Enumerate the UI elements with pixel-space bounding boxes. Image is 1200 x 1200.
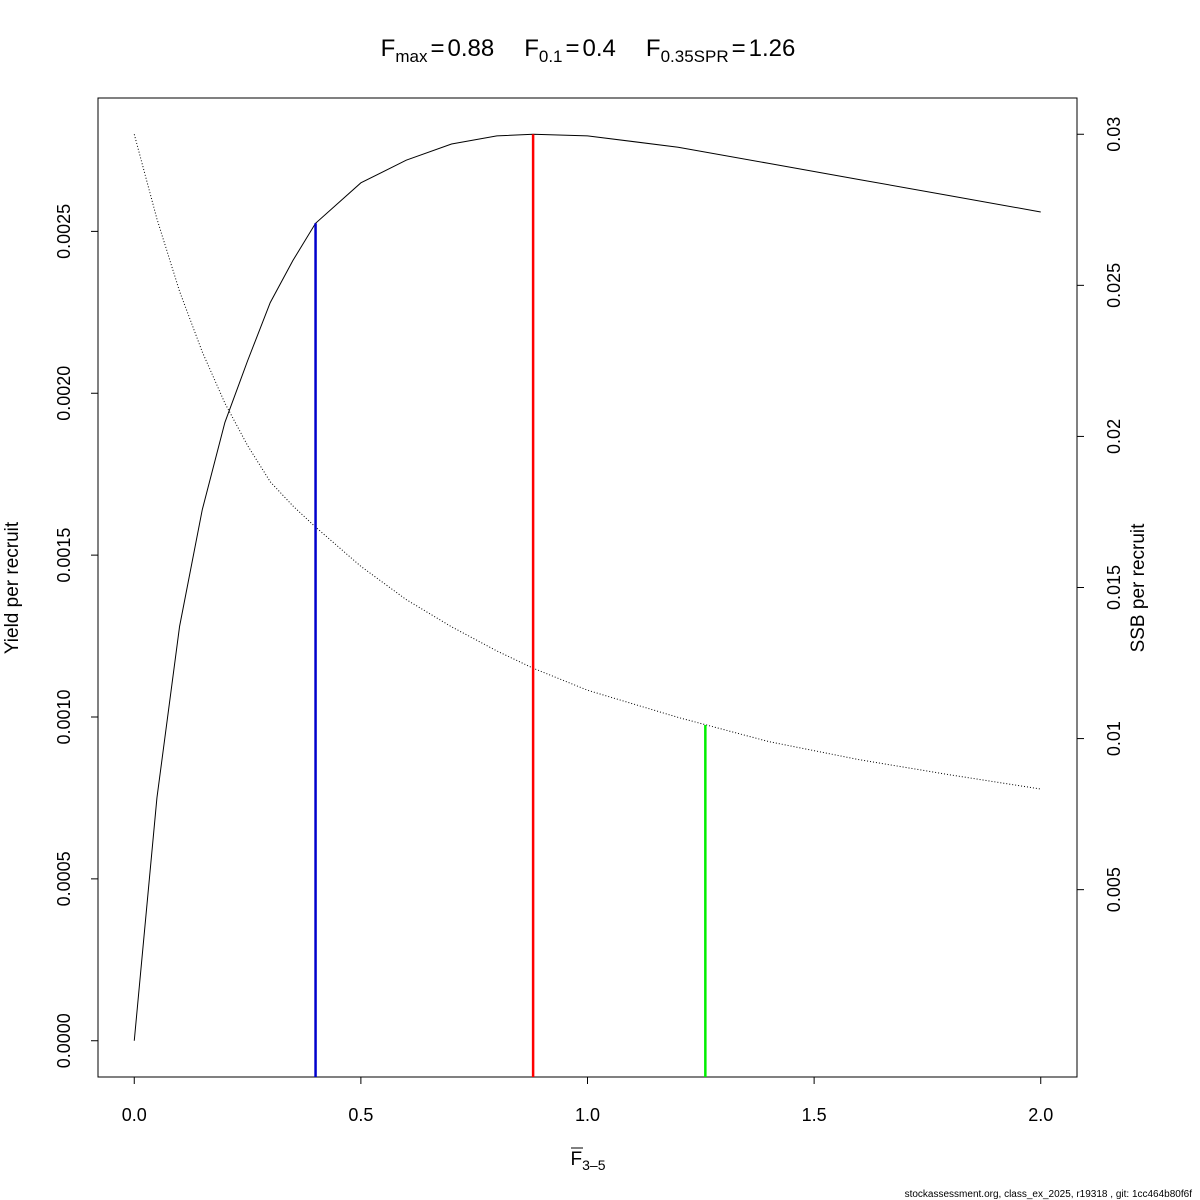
y-tick-label: 0.0000	[54, 1013, 74, 1068]
plot-frame	[97, 97, 1078, 1078]
x-label-symbol: F	[571, 1149, 583, 1170]
x-label-subscript: 3–5	[582, 1157, 606, 1173]
chart-title: Fmax = 0.88 F0.1 = 0.4 F0.35SPR = 1.26	[381, 35, 796, 66]
y-tick-label: 0.0020	[54, 366, 74, 421]
title-symbol: F	[646, 35, 661, 62]
x-tick-label: 0.5	[348, 1105, 373, 1125]
title-symbol: F	[381, 35, 396, 62]
y2-axis-label: SSB per recruit	[1128, 523, 1149, 653]
y-axis-label: Yield per recruit	[2, 521, 23, 654]
series-line	[133, 133, 1041, 1041]
y2-tick-label: 0.025	[1104, 263, 1124, 308]
title-subscript: 0.1	[539, 47, 563, 66]
footer: stockassessment.org, class_ex_2025, r193…	[905, 1189, 1193, 1200]
title-subscript: max	[395, 47, 428, 66]
y2-tick-label: 0.015	[1104, 565, 1124, 610]
y-tick-label: 0.0010	[54, 689, 74, 744]
title-value: 0.88	[447, 35, 494, 62]
title-value: 0.4	[583, 35, 616, 62]
y-tick-label: 0.0015	[54, 528, 74, 583]
y-tick-label: 0.0025	[54, 204, 74, 259]
y-tick-label: 0.0005	[54, 851, 74, 906]
y2-tick-label: 0.02	[1104, 419, 1124, 454]
y2-tick-label: 0.005	[1104, 867, 1124, 912]
y2-tick-label: 0.03	[1104, 117, 1124, 152]
title-sign: =	[566, 35, 580, 62]
series-line	[133, 134, 1041, 790]
title-sign: =	[430, 35, 444, 62]
x-axis-label: F3–5	[571, 1149, 606, 1173]
title-subscript: 0.35SPR	[661, 47, 729, 66]
title-symbol: F	[524, 35, 539, 62]
y2-tick-label: 0.01	[1104, 721, 1124, 756]
title-value: 1.26	[749, 35, 796, 62]
x-tick-label: 1.0	[575, 1105, 600, 1125]
title-sign: =	[732, 35, 746, 62]
x-tick-label: 2.0	[1028, 1105, 1053, 1125]
x-tick-label: 1.5	[802, 1105, 827, 1125]
x-tick-label: 0.0	[122, 1105, 147, 1125]
